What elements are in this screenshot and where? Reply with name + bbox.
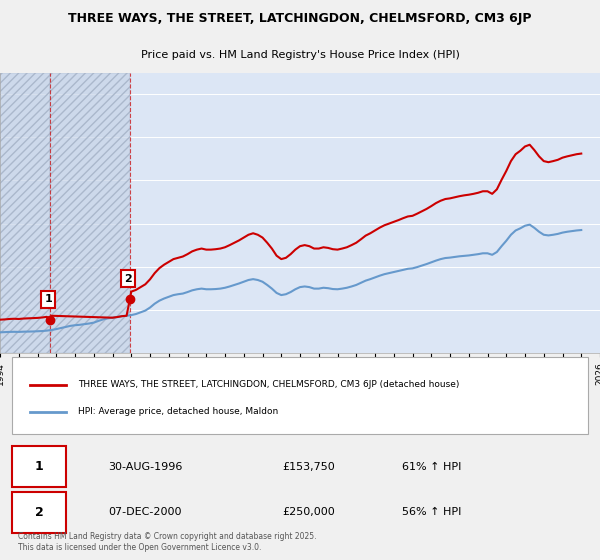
Text: 1: 1 bbox=[35, 460, 43, 473]
Bar bbox=[0, 73, 50, 353]
Text: 2: 2 bbox=[35, 506, 43, 519]
Text: HPI: Average price, detached house, Maldon: HPI: Average price, detached house, Mald… bbox=[78, 407, 278, 416]
Bar bbox=[50, 73, 130, 353]
FancyBboxPatch shape bbox=[12, 446, 66, 487]
Text: 2: 2 bbox=[124, 274, 132, 284]
Text: Contains HM Land Registry data © Crown copyright and database right 2025.
This d: Contains HM Land Registry data © Crown c… bbox=[18, 533, 317, 552]
Bar bbox=[0, 73, 50, 353]
FancyBboxPatch shape bbox=[12, 492, 66, 533]
Text: 1: 1 bbox=[44, 295, 52, 305]
Text: Price paid vs. HM Land Registry's House Price Index (HPI): Price paid vs. HM Land Registry's House … bbox=[140, 50, 460, 59]
Bar bbox=[50, 73, 130, 353]
Text: 61% ↑ HPI: 61% ↑ HPI bbox=[402, 462, 461, 472]
Text: THREE WAYS, THE STREET, LATCHINGDON, CHELMSFORD, CM3 6JP (detached house): THREE WAYS, THE STREET, LATCHINGDON, CHE… bbox=[78, 380, 460, 389]
Text: 07-DEC-2000: 07-DEC-2000 bbox=[108, 507, 182, 517]
Text: 30-AUG-1996: 30-AUG-1996 bbox=[108, 462, 182, 472]
Text: 56% ↑ HPI: 56% ↑ HPI bbox=[402, 507, 461, 517]
Text: THREE WAYS, THE STREET, LATCHINGDON, CHELMSFORD, CM3 6JP: THREE WAYS, THE STREET, LATCHINGDON, CHE… bbox=[68, 12, 532, 25]
Text: £153,750: £153,750 bbox=[282, 462, 335, 472]
FancyBboxPatch shape bbox=[12, 357, 588, 433]
Text: £250,000: £250,000 bbox=[282, 507, 335, 517]
